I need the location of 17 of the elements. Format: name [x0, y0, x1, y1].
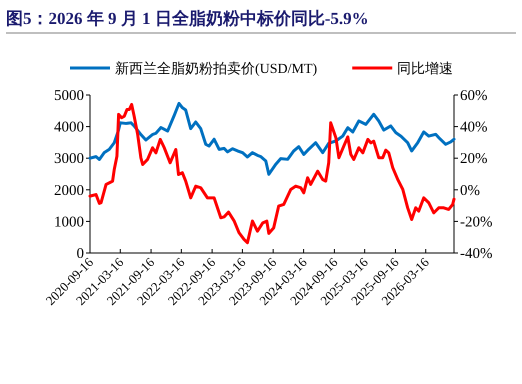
legend-label: 同比增速: [397, 61, 454, 77]
y-tick-label: 2000: [54, 182, 84, 199]
legend-label: 新西兰全脂奶粉拍卖价(USD/MT): [115, 61, 318, 77]
y2-tick-label: 0%: [460, 182, 480, 199]
y-tick-label: 4000: [54, 120, 84, 136]
y2-tick-label: 40%: [460, 120, 488, 136]
line-series: [88, 102, 456, 176]
line-series: [88, 102, 456, 244]
y2-tick-label: -40%: [460, 246, 492, 262]
y2-tick-label: -20%: [460, 214, 492, 230]
y-tick-label: 3000: [54, 151, 84, 168]
y-tick-label: 1000: [54, 214, 84, 230]
y2-tick-label: 20%: [460, 151, 488, 168]
y-tick-label: 5000: [54, 88, 84, 104]
y2-tick-label: 60%: [460, 88, 488, 104]
y-tick-label: 0: [76, 246, 84, 262]
chart-title: 图5：2026 年 9 月 1 日全脂奶粉中标价同比-5.9%: [6, 9, 369, 28]
